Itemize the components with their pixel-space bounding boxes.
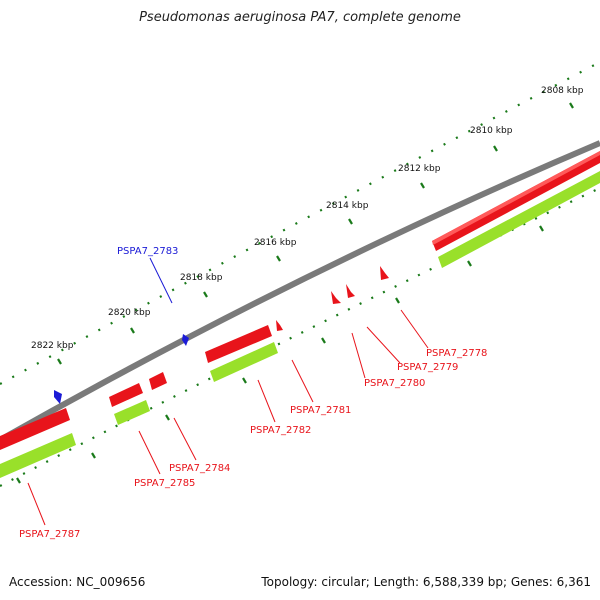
cds-green-block-1[interactable] — [438, 171, 600, 268]
ruler-tick-2810 — [493, 145, 498, 152]
leader-2783 — [149, 257, 173, 304]
ruler-label-2808: 2808 kbp — [541, 86, 584, 96]
inner-tick — [321, 337, 326, 344]
cds-block-2787[interactable] — [0, 408, 70, 450]
gene-arrow-blue-2[interactable] — [54, 390, 62, 404]
cds-arrow-2780[interactable] — [331, 291, 341, 304]
cds-arrow-2778b[interactable] — [380, 266, 389, 280]
ruler-tick-2808 — [569, 102, 574, 109]
gene-reverse-track — [54, 334, 189, 404]
cds-green-block-2[interactable] — [210, 342, 278, 382]
inner-tick — [16, 477, 21, 484]
gene-label-2782[interactable]: PSPA7_2782 — [250, 425, 311, 436]
genome-stats-text: Topology: circular; Length: 6,588,339 bp… — [261, 575, 591, 589]
cds-secondary-track — [0, 171, 600, 478]
ruler-tick-2818 — [203, 291, 208, 298]
cds-arrow-2781[interactable] — [276, 320, 283, 331]
cds-block-2784[interactable] — [149, 372, 167, 390]
gene-label-2778[interactable]: PSPA7_2778 — [426, 348, 487, 359]
label-leaders — [27, 257, 429, 526]
ruler-major-ticks — [57, 102, 574, 365]
ruler-label-2810: 2810 kbp — [470, 126, 513, 136]
inner-tick — [467, 260, 472, 267]
inner-tick-track — [0, 187, 600, 487]
gene-arrow-2783[interactable] — [182, 334, 189, 346]
inner-tick — [395, 297, 400, 304]
inner-tick — [91, 452, 96, 459]
leader-2782 — [257, 379, 276, 423]
ruler-label-2822: 2822 kbp — [31, 341, 74, 351]
gene-label-2783[interactable]: PSPA7_2783 — [117, 246, 178, 257]
ruler-tick-2812 — [420, 182, 425, 189]
inner-tick — [165, 414, 170, 421]
cds-block-2782[interactable] — [205, 325, 272, 363]
leader-2780 — [351, 332, 366, 379]
cds-forward-track — [0, 151, 600, 450]
ruler-tick-2822 — [57, 358, 62, 365]
cds-green-block-3[interactable] — [114, 400, 150, 425]
leader-2784 — [173, 417, 197, 461]
genome-backbone — [0, 140, 600, 443]
ruler-tick-2816 — [276, 255, 281, 262]
leader-2781 — [291, 359, 314, 403]
genome-title: Pseudomonas aeruginosa PA7, complete gen… — [139, 10, 461, 25]
gene-label-2785[interactable]: PSPA7_2785 — [134, 478, 195, 489]
inner-tick — [539, 225, 544, 232]
leader-2785 — [138, 430, 161, 475]
leader-2779 — [366, 326, 401, 364]
gene-label-2787[interactable]: PSPA7_2787 — [19, 529, 80, 540]
leader-2778 — [400, 309, 429, 349]
gene-label-2779[interactable]: PSPA7_2779 — [397, 362, 458, 373]
ruler-label-2818: 2818 kbp — [180, 273, 223, 283]
ruler-tick-2820 — [130, 327, 135, 334]
gene-label-2780[interactable]: PSPA7_2780 — [364, 378, 425, 389]
ruler-tick-2814 — [348, 218, 353, 225]
ruler-label-2812: 2812 kbp — [398, 164, 441, 174]
cds-green-block-4[interactable] — [0, 433, 76, 478]
leader-2787 — [27, 482, 46, 526]
cds-block-2778-shade — [432, 151, 600, 245]
accession-text: Accession: NC_009656 — [9, 575, 146, 589]
inner-major-ticks — [16, 225, 544, 484]
ruler-label-2820: 2820 kbp — [108, 308, 151, 318]
inner-tick — [242, 377, 247, 384]
gene-label-2784[interactable]: PSPA7_2784 — [169, 463, 230, 474]
cds-block-2785[interactable] — [109, 383, 143, 407]
gene-label-2781[interactable]: PSPA7_2781 — [290, 405, 351, 416]
ruler-label-2814: 2814 kbp — [326, 201, 369, 211]
ruler-label-2816: 2816 kbp — [254, 238, 297, 248]
cds-arrow-2779[interactable] — [346, 284, 355, 298]
